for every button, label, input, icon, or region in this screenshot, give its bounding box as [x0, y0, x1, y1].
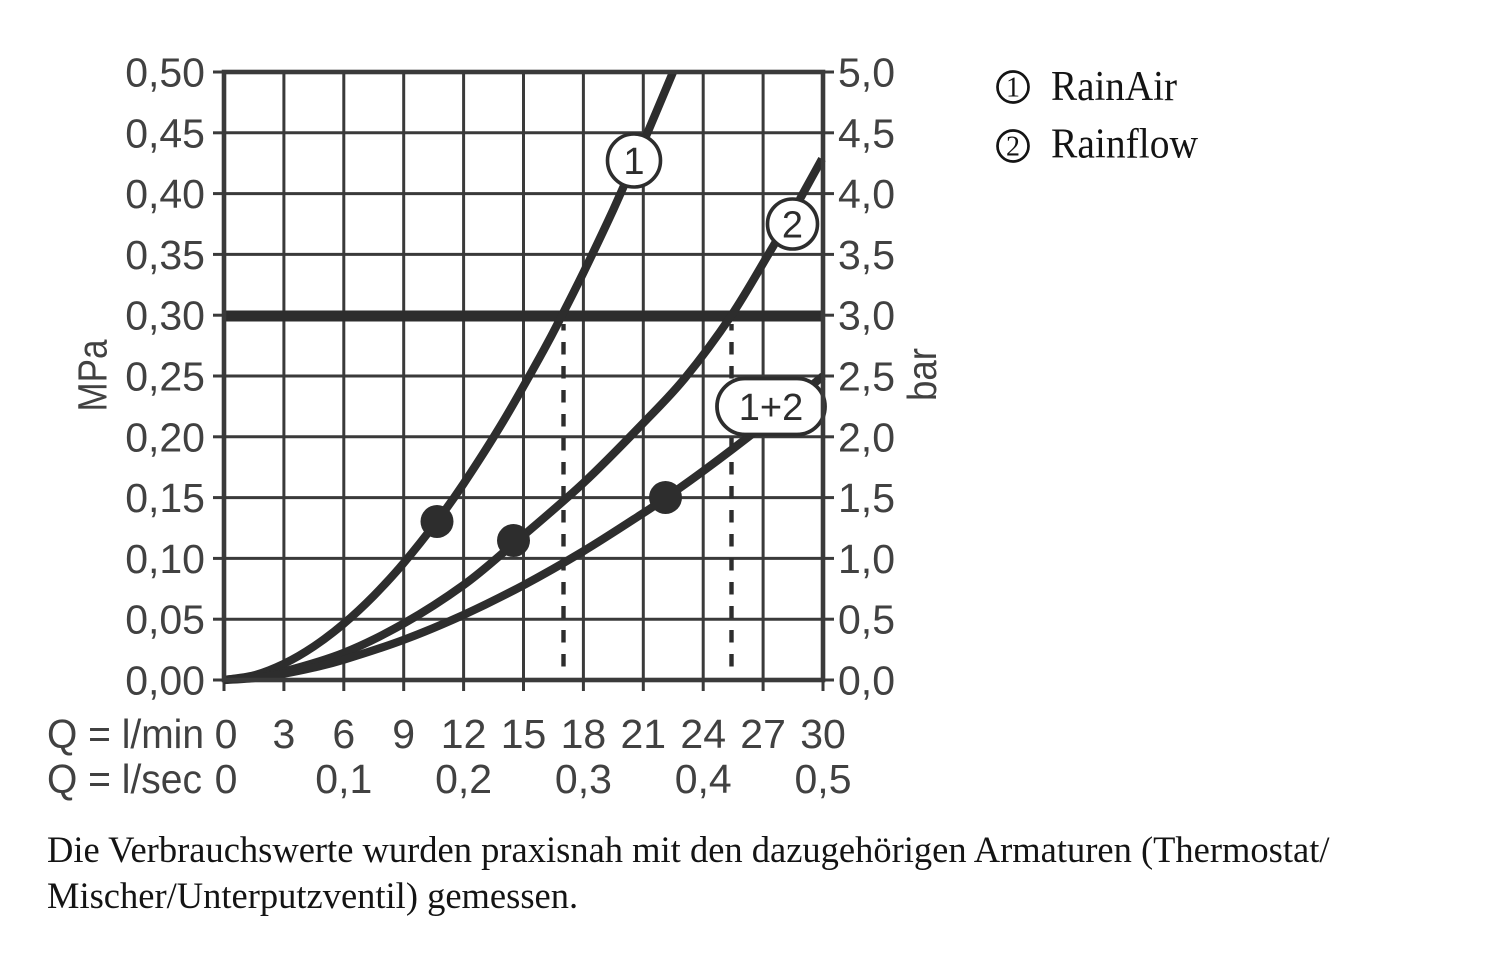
svg-text:0,35: 0,35 [125, 232, 205, 278]
svg-text:0,00: 0,00 [125, 658, 205, 704]
svg-text:0,25: 0,25 [125, 354, 205, 400]
svg-text:0,4: 0,4 [675, 756, 732, 802]
svg-text:Q = l/min: Q = l/min [47, 711, 204, 757]
svg-text:Mischer/Unterputzventil) gemes: Mischer/Unterputzventil) gemessen. [47, 875, 578, 916]
svg-text:0,20: 0,20 [125, 414, 205, 460]
svg-text:12: 12 [441, 711, 487, 757]
svg-text:0,5: 0,5 [795, 756, 852, 802]
svg-text:0,5: 0,5 [838, 597, 895, 643]
svg-text:2: 2 [782, 205, 803, 247]
svg-text:Q = l/sec: Q = l/sec [47, 756, 202, 802]
svg-text:6: 6 [332, 711, 355, 757]
svg-text:0: 0 [215, 711, 238, 757]
svg-text:15: 15 [501, 711, 547, 757]
svg-text:1: 1 [623, 141, 644, 183]
svg-text:0,05: 0,05 [125, 597, 205, 643]
svg-text:3,5: 3,5 [838, 232, 895, 278]
svg-text:2,5: 2,5 [838, 354, 895, 400]
svg-text:bar: bar [899, 348, 945, 401]
svg-text:Die Verbrauchswerte wurden pra: Die Verbrauchswerte wurden praxisnah mit… [47, 829, 1330, 870]
svg-text:1,0: 1,0 [838, 536, 895, 582]
svg-text:24: 24 [680, 711, 726, 757]
svg-text:0,30: 0,30 [125, 293, 205, 339]
svg-text:0,40: 0,40 [125, 171, 205, 217]
svg-text:5,0: 5,0 [838, 50, 895, 96]
svg-text:4,0: 4,0 [838, 171, 895, 217]
svg-text:3: 3 [272, 711, 295, 757]
svg-text:RainAir: RainAir [1051, 64, 1177, 110]
svg-text:18: 18 [561, 711, 607, 757]
svg-text:0: 0 [215, 756, 238, 802]
svg-text:0,3: 0,3 [555, 756, 612, 802]
svg-text:0,1: 0,1 [315, 756, 372, 802]
svg-text:3,0: 3,0 [838, 293, 895, 339]
svg-text:0,45: 0,45 [125, 110, 205, 156]
svg-text:Rainflow: Rainflow [1051, 122, 1199, 168]
svg-text:0,0: 0,0 [838, 658, 895, 704]
svg-text:30: 30 [800, 711, 846, 757]
svg-text:1,5: 1,5 [838, 475, 895, 521]
svg-text:0,15: 0,15 [125, 475, 205, 521]
svg-text:2: 2 [1006, 132, 1020, 163]
svg-text:1: 1 [1006, 73, 1020, 104]
svg-text:1+2: 1+2 [739, 387, 803, 429]
svg-text:21: 21 [620, 711, 666, 757]
svg-text:0,10: 0,10 [125, 536, 205, 582]
svg-text:MPa: MPa [70, 339, 116, 411]
svg-text:4,5: 4,5 [838, 110, 895, 156]
svg-text:0,50: 0,50 [125, 50, 205, 96]
svg-text:0,2: 0,2 [435, 756, 492, 802]
svg-text:27: 27 [740, 711, 786, 757]
svg-text:2,0: 2,0 [838, 414, 895, 460]
svg-text:9: 9 [392, 711, 415, 757]
